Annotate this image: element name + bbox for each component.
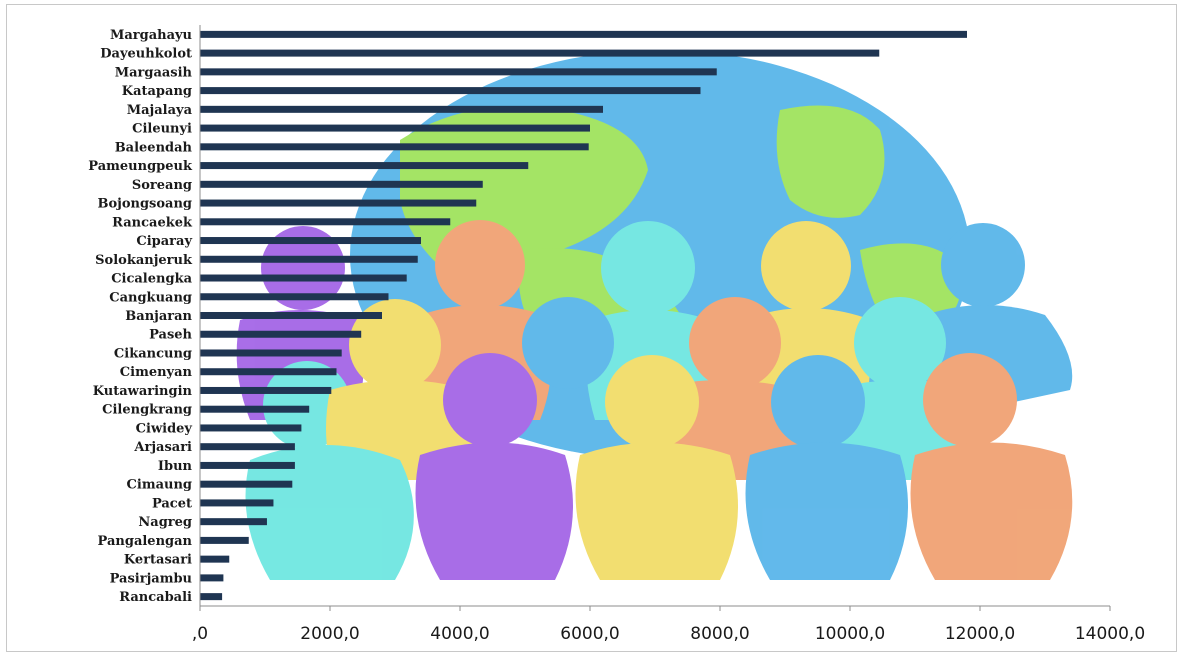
bar-ciwidey xyxy=(200,424,302,432)
category-label: Kertasari xyxy=(124,553,192,568)
category-label: Pacet xyxy=(152,496,192,511)
category-label: Pangalengan xyxy=(98,534,193,549)
x-tick-label: 8000,0 xyxy=(690,624,749,644)
bar-ibun xyxy=(200,461,295,469)
x-tick-label: 10000,0 xyxy=(815,624,885,644)
x-tick-label: 14000,0 xyxy=(1075,624,1145,644)
bar-banjaran xyxy=(200,312,382,319)
category-label: Pameungpeuk xyxy=(88,159,193,174)
bar-kertasari xyxy=(200,555,230,563)
category-label: Baleendah xyxy=(115,140,193,155)
category-label: Dayeuhkolot xyxy=(100,47,192,62)
category-label: Ibun xyxy=(158,459,193,474)
category-label: Rancabali xyxy=(119,590,192,605)
globe-people-illustration xyxy=(236,50,1073,580)
category-label: Cikancung xyxy=(114,346,192,361)
x-tick-label: 6000,0 xyxy=(560,624,619,644)
bar-majalaya xyxy=(200,105,603,113)
x-tick-label: 4000,0 xyxy=(430,624,489,644)
x-ticks-group: ,0 2000,0 4000,0 6000,0 8000,0 10000,0 12000,0… xyxy=(192,606,1145,644)
bar-ciparay xyxy=(200,237,421,245)
bar-cangkuang xyxy=(200,293,389,301)
category-label: Margahayu xyxy=(110,28,192,43)
category-label: Paseh xyxy=(149,328,192,343)
category-label: Kutawaringin xyxy=(93,384,193,399)
bar-cikancung xyxy=(200,349,342,357)
bar-solokanjeruk xyxy=(200,255,418,263)
category-label: Cileunyi xyxy=(132,122,192,137)
bar-baleendah xyxy=(200,143,589,151)
bar-cileunyi xyxy=(200,124,590,132)
bar-nagreg xyxy=(200,518,267,526)
bar-katapang xyxy=(200,87,701,95)
bar-rancabali xyxy=(200,593,223,601)
bar-cilengkrang xyxy=(200,405,310,413)
bars-group xyxy=(200,30,967,601)
chart-frame xyxy=(6,4,1177,652)
category-label: Bojongsoang xyxy=(97,197,192,212)
bar-cimaung xyxy=(200,480,293,488)
bar-pangalengan xyxy=(200,536,249,544)
category-label: Arjasari xyxy=(133,440,192,455)
category-label: Banjaran xyxy=(125,309,192,324)
category-label: Soreang xyxy=(132,178,192,193)
bar-paseh xyxy=(200,330,362,338)
category-label: Nagreg xyxy=(138,515,192,530)
category-label: Ciwidey xyxy=(136,421,193,436)
bar-dayeuhkolot xyxy=(200,49,880,57)
category-label: Cimenyan xyxy=(120,365,193,380)
category-labels-group: Margahayu Dayeuhkolot Margaasih Katapang Maj… xyxy=(88,28,193,605)
category-label: Katapang xyxy=(122,84,192,99)
bar-rancaekek xyxy=(200,218,451,226)
category-label: Cimaung xyxy=(127,478,192,493)
bar-bojongsoang xyxy=(200,199,477,207)
bar-arjasari xyxy=(200,443,295,451)
x-tick-label: 2000,0 xyxy=(300,624,359,644)
bar-cimenyan xyxy=(200,368,337,376)
x-tick-label: 12000,0 xyxy=(945,624,1015,644)
category-label: Cilengkrang xyxy=(102,403,192,418)
bar-cicalengka xyxy=(200,274,407,282)
bar-margahayu xyxy=(200,30,967,38)
category-label: Pasirjambu xyxy=(110,571,192,586)
bar-soreang xyxy=(200,180,483,188)
category-label: Cangkuang xyxy=(109,290,192,305)
category-label: Rancaekek xyxy=(112,215,193,230)
category-label: Margaasih xyxy=(115,65,193,80)
bar-kutawaringin xyxy=(200,386,332,394)
category-label: Solokanjeruk xyxy=(95,253,193,268)
x-tick-label: ,0 xyxy=(192,624,208,644)
bar-margaasih xyxy=(200,68,717,76)
category-label: Ciparay xyxy=(136,234,192,249)
category-label: Cicalengka xyxy=(111,272,192,287)
category-label: Majalaya xyxy=(127,103,193,118)
bar-pameungpeuk xyxy=(200,162,529,170)
bar-pasirjambu xyxy=(200,574,224,582)
bar-pacet xyxy=(200,499,274,507)
